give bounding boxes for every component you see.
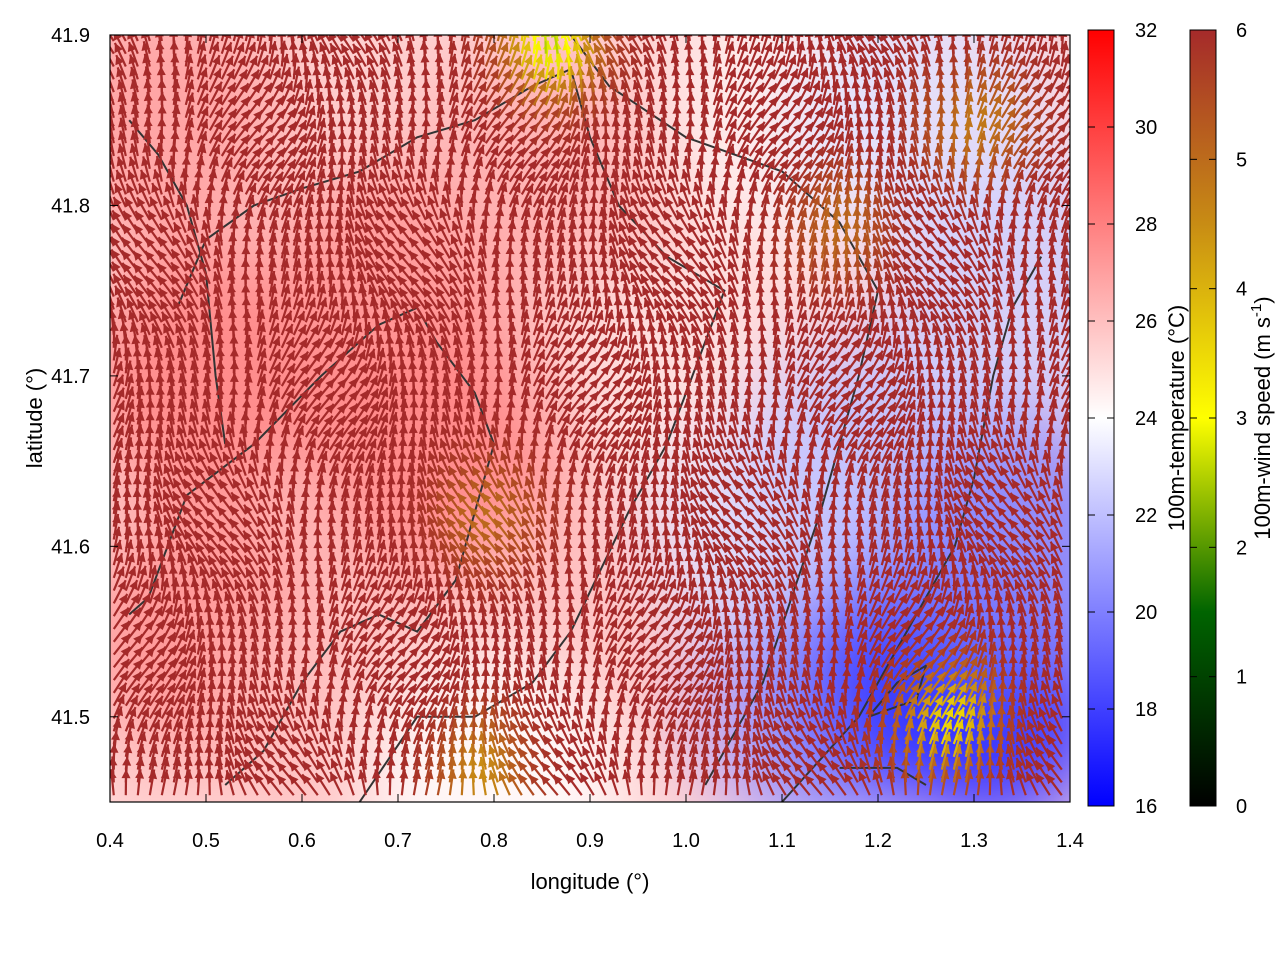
colorbar-tick-label: 22 [1135, 505, 1157, 527]
x-tick-label: 0.8 [480, 830, 508, 852]
y-tick-label: 41.7 [51, 366, 90, 388]
x-tick-label: 0.5 [192, 830, 220, 852]
colorbar-tick-label: 4 [1236, 279, 1247, 301]
x-tick-label: 0.4 [96, 830, 124, 852]
x-tick-label: 0.6 [288, 830, 316, 852]
colorbar-tick-label: 24 [1135, 408, 1157, 430]
colorbar-tick-label: 26 [1135, 311, 1157, 333]
colorbar-tick-label: 32 [1135, 20, 1157, 42]
wind-arrow [99, 19, 113, 41]
x-axis-label: longitude (°) [531, 869, 650, 894]
temperature-colorbar-label: 100m-temperature (°C) [1164, 305, 1189, 531]
x-tick-label: 1.4 [1056, 830, 1084, 852]
colorbar-tick-label: 20 [1135, 602, 1157, 624]
x-tick-label: 1.0 [672, 830, 700, 852]
x-tick-label: 0.9 [576, 830, 604, 852]
y-tick-label: 41.9 [51, 25, 90, 47]
y-tick-label: 41.5 [51, 707, 90, 729]
wind-colorbar-label-sup: -1 [1248, 304, 1265, 317]
plot-area [28, 0, 1152, 915]
wind-colorbar-label-end: ) [1250, 296, 1275, 303]
wind-colorbar-label-main: 100m-wind speed (m s [1250, 317, 1275, 540]
colorbar-tick-label: 0 [1236, 796, 1247, 818]
colorbar-tick-label: 30 [1135, 117, 1157, 139]
colorbar-tick-label: 2 [1236, 537, 1247, 559]
x-tick-label: 0.7 [384, 830, 412, 852]
colorbar-tick-label: 6 [1236, 20, 1247, 42]
x-tick-label: 1.3 [960, 830, 988, 852]
y-tick-label: 41.8 [51, 195, 90, 217]
y-tick-label: 41.6 [51, 536, 90, 558]
colorbar-tick-label: 18 [1135, 699, 1157, 721]
colorbar-tick-label: 3 [1236, 408, 1247, 430]
y-axis-label: latitude (°) [22, 368, 47, 469]
colorbar-tick-label: 5 [1236, 149, 1247, 171]
colorbar-tick-label: 16 [1135, 796, 1157, 818]
wind-colorbar: 0 1 2 3 4 5 6 100m-wind speed (m s-1) [1190, 20, 1275, 818]
colorbar-tick-label: 1 [1236, 667, 1247, 689]
colorbar-tick-label: 28 [1135, 214, 1157, 236]
x-tick-label: 1.1 [768, 830, 796, 852]
temperature-colorbar: 16 18 20 22 24 26 28 30 32 100m-temperature (°C) [1088, 20, 1189, 818]
wind-colorbar-label: 100m-wind speed (m s-1) [1248, 296, 1275, 539]
x-tick-label: 1.2 [864, 830, 892, 852]
